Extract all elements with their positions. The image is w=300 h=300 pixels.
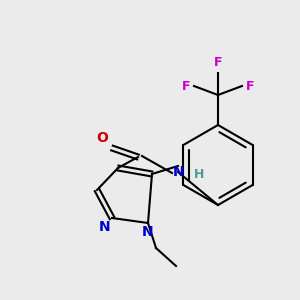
Text: F: F: [182, 80, 190, 92]
Text: N: N: [142, 225, 154, 239]
Text: H: H: [194, 169, 204, 182]
Text: F: F: [246, 80, 254, 92]
Text: N: N: [98, 220, 110, 234]
Text: F: F: [214, 56, 222, 69]
Text: N: N: [173, 165, 185, 179]
Text: O: O: [96, 131, 108, 145]
